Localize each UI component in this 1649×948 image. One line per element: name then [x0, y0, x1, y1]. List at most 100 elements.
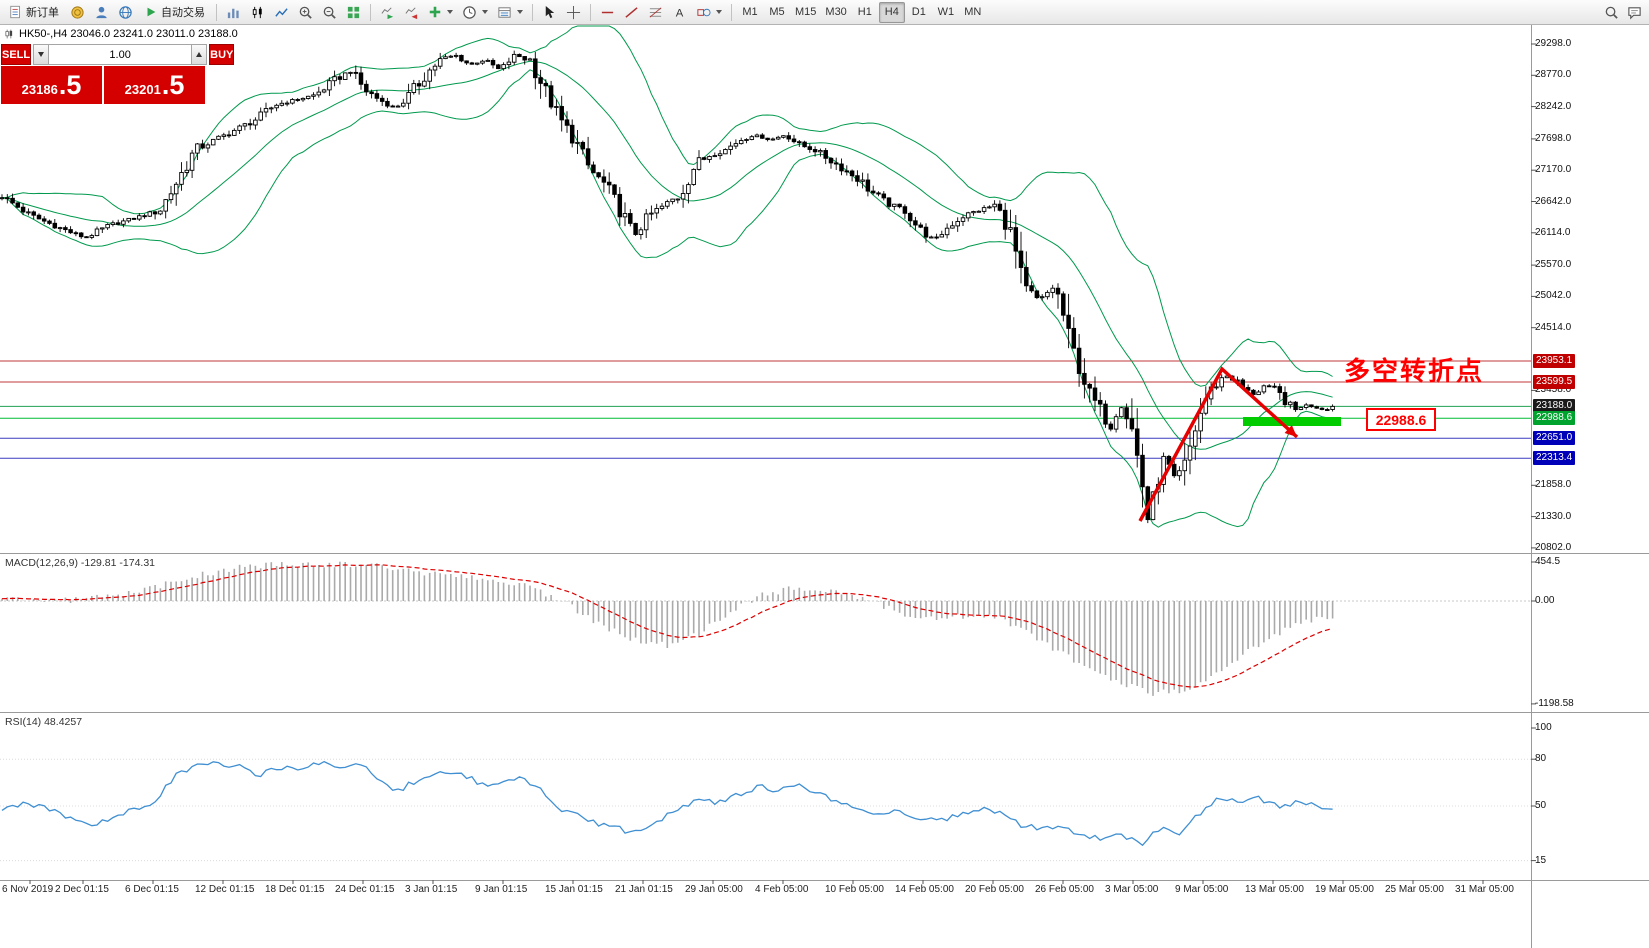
community-icon	[119, 5, 132, 19]
zoom-in-button[interactable]	[294, 2, 317, 23]
svg-text:A: A	[676, 7, 684, 19]
price-scale-label: 25570.0	[1535, 259, 1572, 271]
timeframe-m30-button[interactable]: M30	[821, 2, 850, 23]
crosshair-button[interactable]	[562, 2, 585, 23]
timeframe-m5-button[interactable]: M5	[764, 2, 790, 23]
search-button[interactable]	[1600, 2, 1623, 23]
one-click-trade-panel: SELL BUY 23186 .5 23201 .5	[1, 44, 235, 104]
fibonacci-icon	[649, 6, 662, 18]
symbol-ohlc-text: HK50-,H4 23046.0 23241.0 23011.0 23188.0	[19, 28, 238, 40]
periods-clock-icon	[463, 5, 476, 19]
sell-price-main: 23186	[21, 81, 58, 97]
shapes-caret-icon	[716, 10, 722, 14]
deposit-button[interactable]	[66, 2, 89, 23]
auto-trading-icon	[147, 7, 156, 17]
shapes-tool-button[interactable]	[692, 2, 726, 23]
volume-input[interactable]	[49, 44, 192, 65]
templates-button[interactable]	[493, 2, 527, 23]
price-level-badge: 22988.6	[1533, 411, 1576, 426]
line-chart-button[interactable]	[270, 2, 293, 23]
time-axis-label: 18 Dec 01:15	[265, 884, 325, 895]
zoom-in-icon	[299, 6, 312, 19]
indicators-caret-icon	[447, 10, 453, 14]
time-axis-label: 4 Feb 05:00	[755, 884, 809, 895]
line-chart-icon	[275, 7, 288, 17]
buy-price-fraction: .5	[161, 69, 185, 100]
candlestick-chart-button[interactable]	[246, 2, 269, 23]
bar-chart-button[interactable]	[222, 2, 245, 23]
sell-price-display[interactable]: 23186 .5	[1, 66, 102, 104]
trendline-tool-button[interactable]	[620, 2, 643, 23]
price-level-badge: 23188.0	[1533, 399, 1576, 414]
horizontal-line-icon	[601, 11, 614, 13]
volume-decrease-button[interactable]	[33, 44, 50, 65]
horizontal-line-tool-button[interactable]	[596, 2, 619, 23]
chat-icon	[1628, 6, 1641, 19]
auto-scroll-button[interactable]	[376, 2, 399, 23]
auto-trading-button[interactable]: 自动交易	[138, 2, 211, 23]
time-axis-label: 9 Mar 05:00	[1175, 884, 1229, 895]
price-scale-label: 25042.0	[1535, 290, 1572, 302]
new-order-label: 新订单	[26, 7, 59, 19]
buy-price-display[interactable]: 23201 .5	[104, 66, 205, 104]
timeframe-mn-button[interactable]: MN	[960, 2, 986, 23]
periods-button[interactable]	[458, 2, 492, 23]
price-scale-label: 15	[1535, 854, 1547, 866]
new-order-icon	[10, 5, 20, 19]
time-axis-label: 6 Nov 2019	[2, 884, 54, 895]
timeframe-m15-button[interactable]: M15	[791, 2, 820, 23]
cursor-button[interactable]	[538, 2, 561, 23]
tile-windows-button[interactable]	[342, 2, 365, 23]
time-axis-label: 19 Mar 05:00	[1315, 884, 1374, 895]
macd-indicator-label: MACD(12,26,9) -129.81 -174.31	[5, 557, 155, 569]
account-icon	[96, 6, 107, 18]
price-scale-label: 29298.0	[1535, 38, 1572, 49]
bar-chart-icon	[227, 8, 239, 18]
timeframe-d1-button[interactable]: D1	[906, 2, 932, 23]
indicators-button[interactable]	[424, 2, 457, 23]
shapes-icon	[697, 8, 711, 16]
price-scale-label: 28242.0	[1535, 100, 1572, 112]
time-axis-label: 9 Jan 01:15	[475, 884, 528, 895]
timeframe-m1-button[interactable]: M1	[737, 2, 763, 23]
zoom-out-button[interactable]	[318, 2, 341, 23]
time-axis-label: 31 Mar 05:00	[1455, 884, 1514, 895]
buy-button[interactable]: BUY	[209, 44, 235, 65]
templates-caret-icon	[517, 10, 523, 14]
price-scale-label: 27698.0	[1535, 132, 1572, 144]
sell-price-fraction: .5	[58, 69, 82, 100]
turning-point-annotation[interactable]: 多空转折点	[1344, 356, 1485, 386]
account-button[interactable]	[90, 2, 113, 23]
cursor-icon	[545, 5, 555, 18]
sell-button[interactable]: SELL	[1, 44, 32, 65]
new-order-button[interactable]: 新订单	[3, 2, 65, 23]
community-button[interactable]	[114, 2, 137, 23]
price-flag-annotation[interactable]: 22988.6	[1366, 408, 1436, 431]
volume-up-icon	[196, 52, 203, 57]
volume-increase-button[interactable]	[191, 44, 208, 65]
candlestick-chart-icon	[252, 6, 262, 18]
time-axis-label: 6 Dec 01:15	[125, 884, 179, 895]
fibonacci-tool-button[interactable]	[644, 2, 667, 23]
price-level-badge: 23599.5	[1533, 374, 1576, 389]
volume-control	[33, 44, 208, 65]
time-axis-label: 24 Dec 01:15	[335, 884, 395, 895]
time-axis-label: 3 Mar 05:00	[1105, 884, 1159, 895]
chat-button[interactable]	[1623, 2, 1646, 23]
price-scale-label: 80	[1535, 753, 1547, 765]
price-scale-label: 28770.0	[1535, 69, 1572, 81]
price-level-badge: 23953.1	[1533, 354, 1576, 369]
symbol-chart-icon	[5, 29, 13, 39]
time-axis-label: 3 Jan 01:15	[405, 884, 458, 895]
text-tool-button[interactable]: A	[668, 2, 691, 23]
timeframe-h1-button[interactable]: H1	[852, 2, 878, 23]
crosshair-icon	[566, 5, 581, 19]
chart-shift-button[interactable]	[400, 2, 423, 23]
time-axis-label: 21 Jan 01:15	[615, 884, 673, 895]
time-axis-label: 29 Jan 05:00	[685, 884, 743, 895]
timeframe-h4-button[interactable]: H4	[878, 1, 905, 23]
timeframe-w1-button[interactable]: W1	[933, 2, 959, 23]
toolbar-separator	[216, 3, 217, 21]
toolbar-separator	[590, 3, 591, 21]
